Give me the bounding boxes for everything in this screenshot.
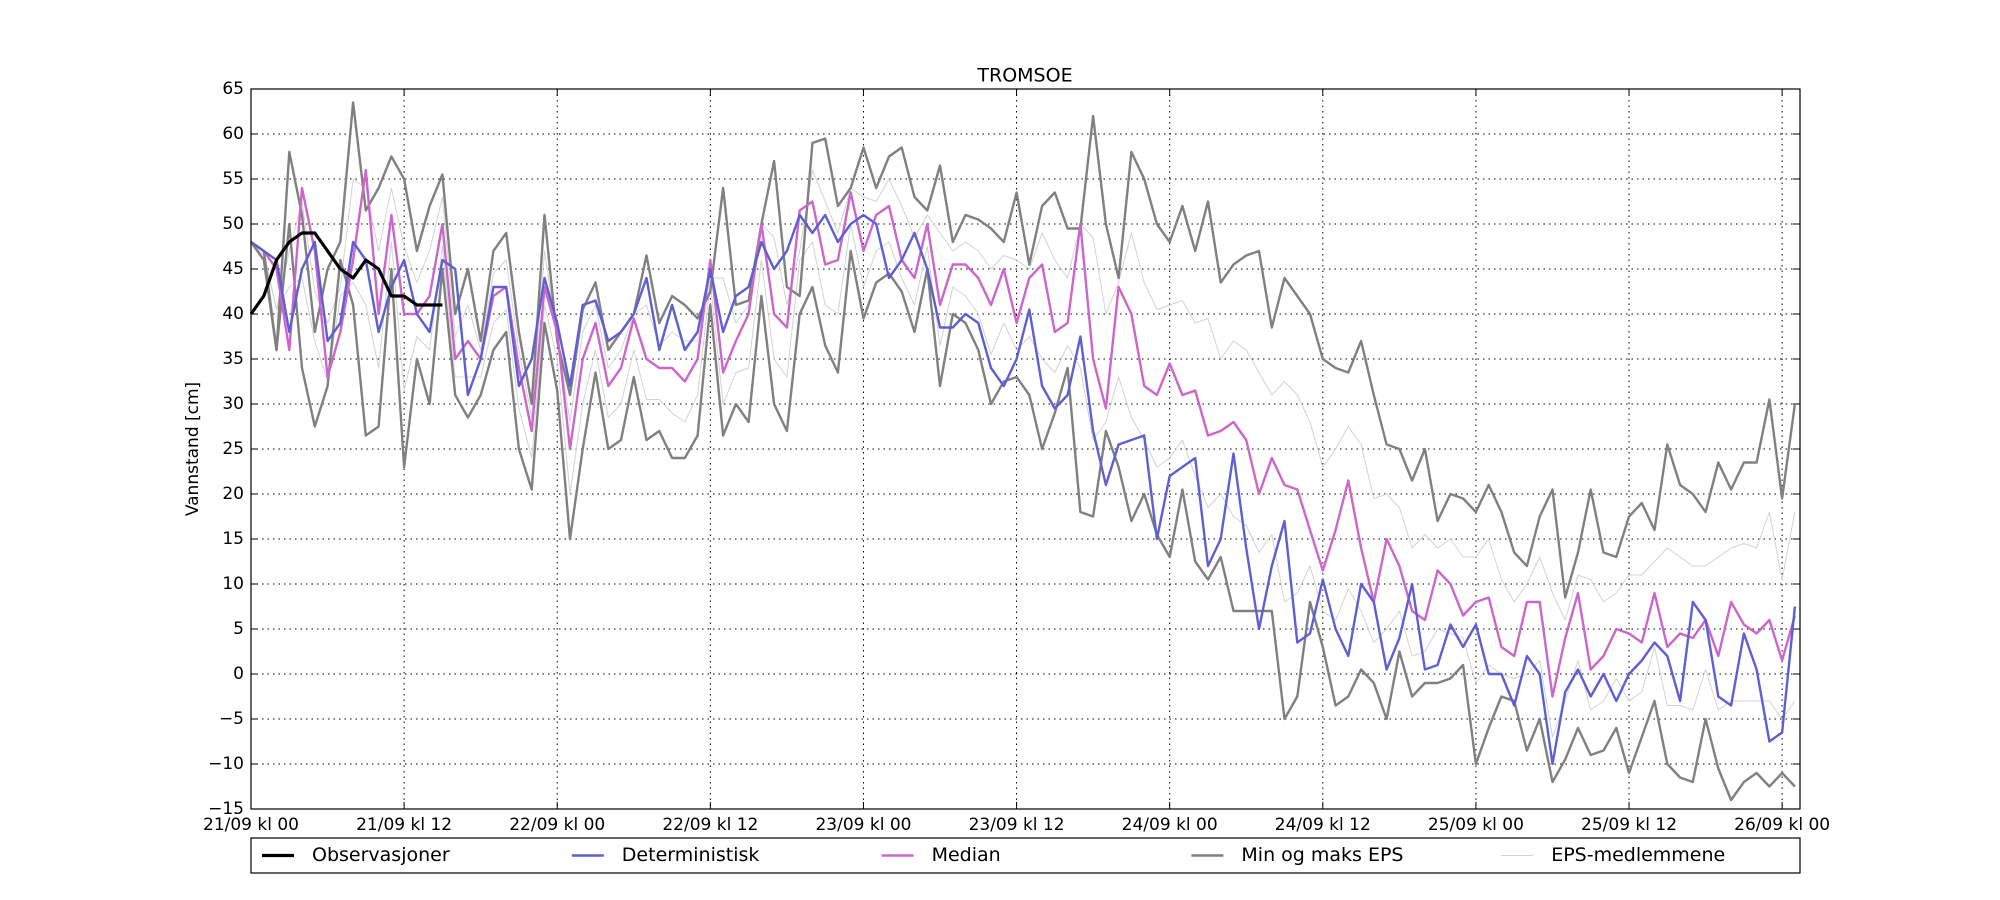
series-line [250, 223, 1796, 738]
x-tick-label: 25/09 kl 00 [1428, 815, 1524, 835]
legend-label: Median [932, 844, 1001, 866]
legend-box [250, 837, 1801, 874]
y-tick-label: −10 [208, 754, 244, 774]
legend-label: Deterministisk [622, 844, 760, 866]
legend-label: Min og maks EPS [1241, 844, 1403, 866]
y-tick-label: 30 [222, 394, 244, 414]
x-tick-label: 24/09 kl 00 [1122, 815, 1218, 835]
chart-title: TROMSOE [976, 65, 1072, 87]
y-tick-label: −5 [219, 709, 244, 729]
legend-label: EPS-medlemmene [1551, 844, 1725, 866]
series-line [250, 222, 1796, 802]
plot-frame [250, 88, 1801, 810]
x-tick-label: 25/09 kl 12 [1581, 815, 1677, 835]
y-tick-label: 40 [222, 304, 244, 324]
y-axis-label: Vannstand [cm] [183, 382, 203, 516]
series-line [250, 213, 1797, 766]
y-tick-label: 50 [222, 214, 244, 234]
y-tick-label: 15 [222, 529, 244, 549]
y-tick-label: 10 [222, 574, 244, 594]
legend-label: Observasjoner [312, 844, 450, 866]
x-tick-label: 24/09 kl 12 [1275, 815, 1371, 835]
y-tick-label: 20 [222, 484, 244, 504]
x-tick-label: 21/09 kl 00 [203, 815, 299, 835]
y-tick-label: 45 [222, 259, 244, 279]
x-tick-label: 21/09 kl 12 [356, 815, 452, 835]
y-tick-label: 0 [233, 664, 244, 684]
y-tick-label: 60 [222, 124, 244, 144]
series-line [250, 168, 1797, 698]
y-tick-label: 25 [222, 439, 244, 459]
x-tick-label: 22/09 kl 00 [509, 815, 605, 835]
y-tick-label: 55 [222, 169, 244, 189]
x-tick-label: 26/09 kl 00 [1734, 815, 1830, 835]
y-tick-label: 5 [233, 619, 244, 639]
series-line [249, 231, 443, 315]
x-tick-label: 22/09 kl 12 [662, 815, 758, 835]
y-tick-label: 35 [222, 349, 244, 369]
x-tick-label: 23/09 kl 00 [815, 815, 911, 835]
x-tick-label: 23/09 kl 12 [969, 815, 1065, 835]
series-line [250, 169, 1796, 621]
series-line [250, 101, 1797, 599]
y-tick-label: −15 [208, 799, 244, 819]
y-tick-label: 65 [222, 79, 244, 99]
